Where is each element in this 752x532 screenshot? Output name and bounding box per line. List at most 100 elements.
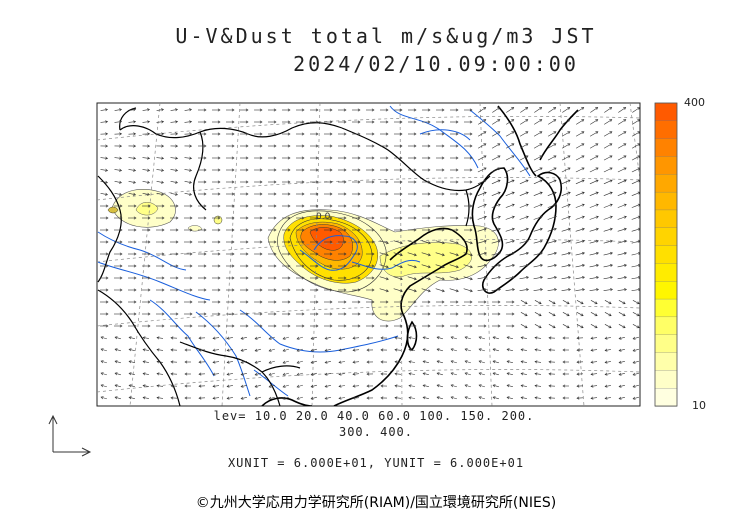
wind-arrow-head xyxy=(637,131,640,135)
wind-arrow-head xyxy=(170,396,174,400)
wind-arrow-head xyxy=(623,227,627,231)
wind-arrow xyxy=(604,312,612,316)
wind-arrow xyxy=(631,240,640,244)
wind-arrow-head xyxy=(119,144,123,148)
wind-arrow xyxy=(423,349,429,351)
wind-arrow-head xyxy=(315,144,319,148)
wind-arrow xyxy=(547,216,557,220)
wind-arrow-head xyxy=(147,300,151,304)
wind-arrow-head xyxy=(175,180,178,184)
wind-arrow xyxy=(491,131,501,137)
wind-arrow-head xyxy=(343,240,347,244)
wind-arrow-head xyxy=(567,119,571,122)
wind-arrow-head xyxy=(357,264,361,268)
wind-arrow xyxy=(507,337,513,339)
wind-arrow-head xyxy=(301,144,305,148)
wind-arrow-head xyxy=(287,180,291,184)
wind-arrow-head xyxy=(217,240,221,244)
wind-arrow-head xyxy=(343,108,347,112)
wind-arrow-head xyxy=(160,168,165,172)
wind-arrow-head xyxy=(548,360,552,364)
wind-arrow xyxy=(394,337,402,339)
wind-arrow-head xyxy=(161,180,164,184)
wind-arrow-head xyxy=(441,312,445,316)
wind-arrow xyxy=(227,349,233,351)
wind-arrow-head xyxy=(175,156,179,160)
wind-arrow-head xyxy=(231,252,235,256)
wind-arrow-head xyxy=(133,120,137,124)
wind-arrow xyxy=(393,276,403,280)
wind-arrow-head xyxy=(553,155,557,159)
wind-arrow-head xyxy=(436,372,440,376)
wind-arrow-head xyxy=(371,156,375,160)
wind-arrow-head xyxy=(198,360,202,364)
wind-arrow xyxy=(142,121,150,123)
wind-arrow-head xyxy=(371,300,375,304)
wind-arrow-head xyxy=(469,300,473,304)
wind-arrow xyxy=(589,204,599,208)
wind-arrow-head xyxy=(478,396,482,400)
wind-arrow xyxy=(143,397,149,399)
wind-arrow-head xyxy=(198,336,202,340)
wind-arrow-head xyxy=(273,132,277,136)
wind-arrow-head xyxy=(114,336,118,340)
wind-arrow xyxy=(617,204,627,208)
wind-arrow xyxy=(590,107,598,113)
wind-arrow-head xyxy=(343,144,347,148)
levels-line1: lev= 10.0 20.0 40.0 60.0 100. 150. 200. xyxy=(213,409,535,423)
wind-arrow-head xyxy=(287,120,291,124)
wind-arrow-head xyxy=(371,168,375,172)
wind-arrow-head xyxy=(539,179,543,183)
wind-arrow xyxy=(507,361,513,363)
wind-arrow-head xyxy=(525,239,529,243)
wind-arrow-head xyxy=(301,288,305,292)
wind-arrow-head xyxy=(464,384,468,388)
wind-arrow-head xyxy=(146,168,151,172)
wind-arrow xyxy=(632,324,640,328)
wind-arrow-head xyxy=(525,263,529,268)
wind-arrow-head xyxy=(142,336,146,340)
wind-arrow-head xyxy=(189,240,193,244)
wind-arrow-head xyxy=(427,216,431,220)
wind-arrow-head xyxy=(539,276,543,280)
wind-arrow xyxy=(379,240,389,244)
wind-arrow-head xyxy=(534,384,538,388)
wind-arrow-head xyxy=(497,191,501,195)
wind-arrow-head xyxy=(133,132,137,136)
wind-arrow-head xyxy=(268,348,272,352)
wind-arrow-head xyxy=(357,132,361,136)
wind-arrow-head xyxy=(315,240,319,244)
wind-arrow xyxy=(184,193,192,195)
wind-arrow xyxy=(521,397,527,399)
wind-arrow-head xyxy=(259,324,263,328)
wind-arrow-head xyxy=(534,348,538,352)
wind-arrow-head xyxy=(245,132,249,136)
wind-arrow-head xyxy=(315,180,319,184)
colorbar-segment xyxy=(654,120,678,140)
wind-arrow-head xyxy=(133,180,136,184)
wind-arrow-head xyxy=(539,215,543,219)
wind-arrow xyxy=(338,385,346,387)
wind-arrow-head xyxy=(450,360,454,364)
wind-arrow-head xyxy=(548,396,552,400)
wind-arrow-head xyxy=(595,288,599,292)
wind-arrow xyxy=(505,179,515,185)
wind-arrow-head xyxy=(217,324,221,328)
wind-arrow-head xyxy=(105,276,109,280)
wind-arrow-head xyxy=(240,360,244,364)
wind-arrow-head xyxy=(576,360,580,364)
wind-arrow-head xyxy=(315,264,319,268)
wind-arrow xyxy=(129,349,135,351)
wind-arrow-head xyxy=(371,120,375,124)
wind-arrow xyxy=(631,167,640,173)
wind-arrow xyxy=(311,336,317,340)
wind-arrow xyxy=(547,179,557,185)
wind-arrow-head xyxy=(203,108,207,112)
wind-arrow xyxy=(170,169,178,171)
wind-arrow-head xyxy=(604,360,608,364)
wind-arrow-head xyxy=(469,253,473,257)
wind-arrow-head xyxy=(343,192,347,196)
wind-arrow-head xyxy=(268,384,272,388)
wind-arrow-head xyxy=(287,264,291,268)
wind-arrow-head xyxy=(366,348,370,352)
